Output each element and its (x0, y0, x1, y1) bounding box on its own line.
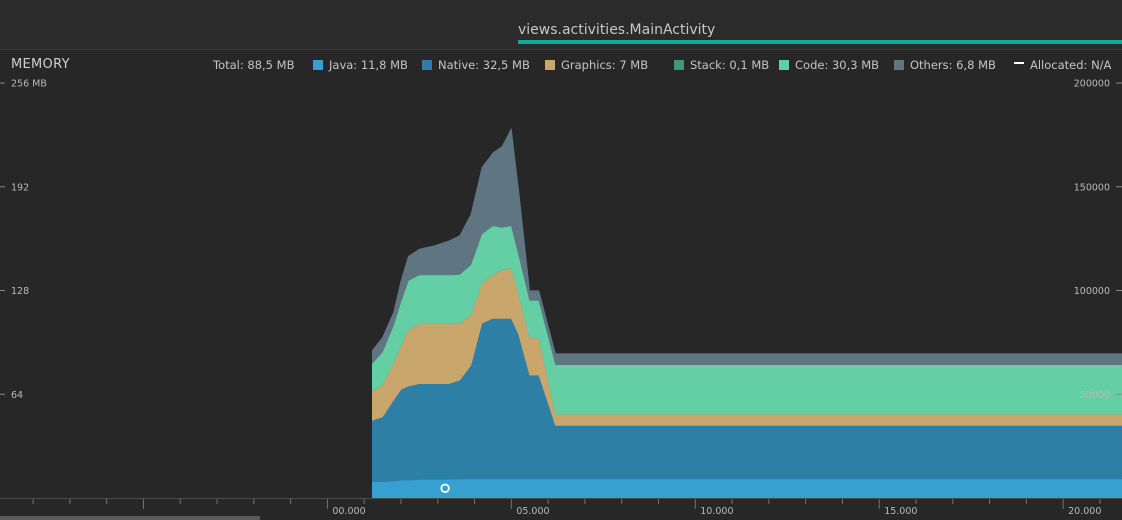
allocation-marker-icon (440, 483, 450, 493)
series-area-others (372, 127, 1122, 365)
series-area-java (372, 478, 1122, 499)
legend-graphics: Graphics: 7 MB (545, 58, 648, 72)
activity-lifetime-bar[interactable] (518, 40, 1122, 44)
legend-total: Total: 88,5 MB (213, 58, 295, 72)
memory-title: MEMORY (11, 57, 70, 72)
time-tick-label: 15.000 (884, 506, 917, 517)
legend-stack-label: Stack: 0,1 MB (690, 58, 770, 72)
legend-allocated: Allocated: N/A (1014, 58, 1111, 72)
right-axis: 200000 150000 100000 50000 (1074, 79, 1122, 401)
time-tick-label: 10.000 (700, 506, 733, 517)
code-swatch-icon (779, 60, 789, 70)
allocated-dashed-icon (1014, 62, 1024, 66)
time-tick-label: 00.000 (332, 506, 365, 517)
legend-native: Native: 32,5 MB (422, 58, 530, 72)
legend-graphics-label: Graphics: 7 MB (561, 58, 649, 72)
legend-others-label: Others: 6,8 MB (910, 58, 996, 72)
right-tick-label: 150000 (1074, 182, 1110, 193)
graphics-swatch-icon (545, 60, 555, 70)
time-tick-label: 05.000 (516, 506, 549, 517)
right-tick-label: 100000 (1074, 286, 1110, 297)
others-swatch-icon (894, 60, 904, 70)
legend-native-label: Native: 32,5 MB (438, 58, 530, 72)
allocation-markers (440, 483, 450, 493)
java-swatch-icon (313, 60, 323, 70)
stack-swatch-icon (674, 60, 684, 70)
timeline-scrollbar[interactable] (0, 516, 260, 520)
legend-code: Code: 30,3 MB (779, 58, 879, 72)
left-tick-label: 192 (11, 182, 29, 193)
legend-allocated-label: Allocated: N/A (1030, 58, 1112, 72)
legend-others: Others: 6,8 MB (894, 58, 996, 72)
right-tick-label: 200000 (1074, 79, 1110, 90)
native-swatch-icon (422, 60, 432, 70)
legend-code-label: Code: 30,3 MB (795, 58, 880, 72)
legend-java-label: Java: 11,8 MB (329, 58, 408, 72)
left-axis: 256 MB 192 128 64 (0, 79, 47, 401)
left-tick-label: 128 (11, 286, 29, 297)
memory-legend: Total: 88,5 MB Java: 11,8 MB Native: 32,… (0, 57, 1122, 73)
left-tick-label: 64 (11, 390, 23, 401)
left-tick-label: 256 MB (11, 79, 47, 90)
right-tick-label: 50000 (1080, 390, 1110, 401)
time-axis: 00.000 05.000 10.000 15.000 20.000 (0, 498, 1122, 517)
header-divider (0, 49, 1122, 50)
activity-name[interactable]: views.activities.MainActivity (518, 22, 716, 38)
legend-stack: Stack: 0,1 MB (674, 58, 769, 72)
time-tick-label: 20.000 (1068, 506, 1101, 517)
memory-areas (372, 127, 1122, 499)
legend-java: Java: 11,8 MB (313, 58, 408, 72)
